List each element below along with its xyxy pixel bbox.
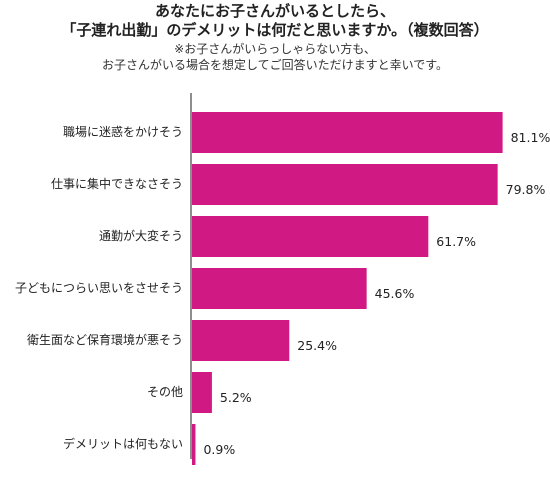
bar: [192, 216, 429, 257]
category-label: 職場に迷惑をかけそう: [63, 125, 183, 139]
bar: [192, 424, 196, 465]
bar: [192, 268, 367, 309]
value-label: 0.9%: [203, 442, 235, 457]
category-label: 子どもにつらい思いをさせそう: [15, 281, 183, 295]
value-label: 79.8%: [506, 182, 546, 197]
chart-note-line2: お子さんがいる場合を想定してご回答いただけますと幸いです。: [101, 58, 449, 72]
value-label: 45.6%: [375, 286, 415, 301]
bar: [192, 320, 290, 361]
chart-title-line2: 「子連れ出勤」のデメリットは何だと思いますか。（複数回答）: [61, 21, 489, 39]
category-label: 通勤が大変そう: [99, 228, 183, 243]
category-label: デメリットは何もない: [63, 436, 183, 451]
category-label: 仕事に集中できなさそう: [51, 176, 183, 191]
category-label: 衛生面など保育環境が悪そう: [27, 332, 183, 347]
bar: [192, 112, 503, 153]
bar: [192, 164, 498, 205]
value-label: 81.1%: [511, 130, 550, 145]
value-label: 25.4%: [297, 338, 337, 353]
value-label: 5.2%: [220, 390, 252, 405]
chart-title-line1: あなたにお子さんがいるとしたら、: [154, 2, 395, 20]
value-label: 61.7%: [436, 234, 476, 249]
bar: [192, 372, 212, 413]
chart-note-line1: ※お子さんがいらっしゃらない方も、: [174, 42, 376, 56]
category-label: その他: [147, 385, 183, 399]
